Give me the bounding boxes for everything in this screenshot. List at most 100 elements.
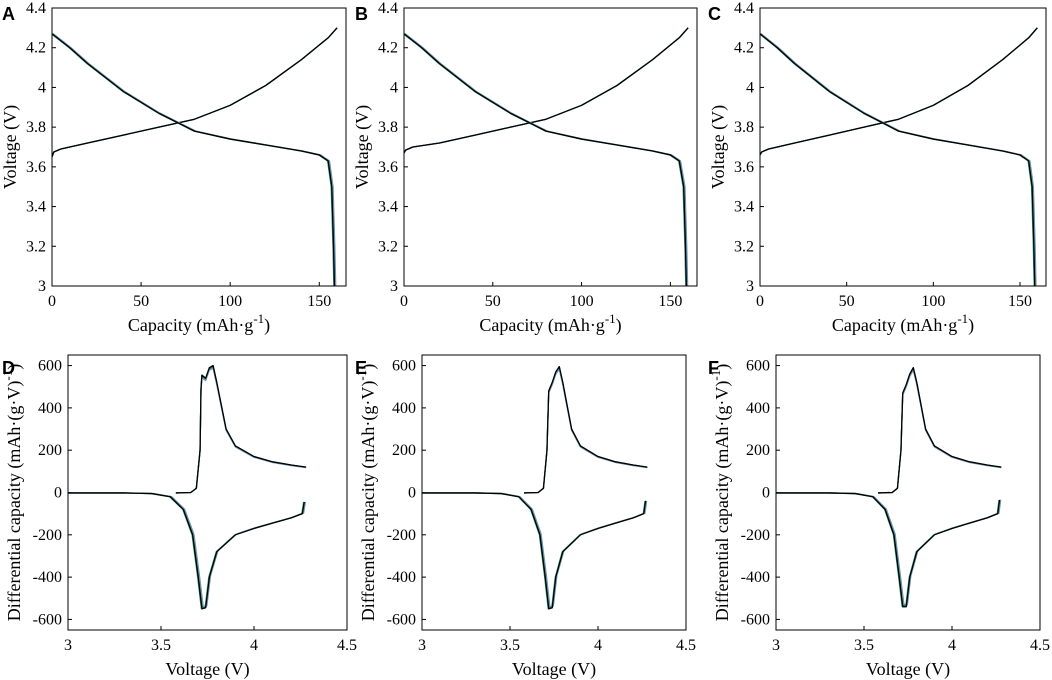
series-charge-replicate xyxy=(878,369,1002,494)
y-tick-label: -200 xyxy=(33,527,62,544)
panel-letter: D xyxy=(2,358,15,378)
x-tick-label: 100 xyxy=(921,293,945,310)
y-axis-label: Voltage (V) xyxy=(708,105,729,189)
y-tick-label: 600 xyxy=(392,358,416,375)
series-discharge xyxy=(422,492,647,610)
series-discharge-replicate xyxy=(52,33,335,286)
y-tick-label: 600 xyxy=(746,358,770,375)
series-discharge-replicate xyxy=(52,33,337,286)
y-tick-label: 3.2 xyxy=(378,238,398,255)
series-charge xyxy=(52,27,338,158)
y-tick-label: 600 xyxy=(38,358,62,375)
plot-frame xyxy=(775,354,1041,631)
y-tick-label: 3.4 xyxy=(26,199,46,216)
series-discharge xyxy=(776,492,1001,608)
plot-frame xyxy=(67,354,348,631)
series-discharge-replicate xyxy=(68,492,306,609)
series-discharge-replicate xyxy=(760,33,1037,286)
x-tick-label: 3.5 xyxy=(151,637,171,654)
series-charge-replicate xyxy=(52,27,338,158)
x-tick-label: 150 xyxy=(658,293,682,310)
x-axis-label: Voltage (V) xyxy=(512,659,596,680)
y-tick-label: 200 xyxy=(392,442,416,459)
plot-frame xyxy=(51,7,347,287)
x-tick-label: 4.5 xyxy=(337,637,357,654)
series-discharge-replicate xyxy=(423,492,648,608)
series-discharge-replicate xyxy=(404,33,689,286)
panel-letter: C xyxy=(708,4,721,24)
x-tick-label: 3.5 xyxy=(854,637,874,654)
series-charge-replicate xyxy=(52,27,338,158)
y-tick-label: 4 xyxy=(38,79,46,96)
series-charge-replicate xyxy=(404,27,689,154)
y-axis-label: Differential capacity (mAh·(g·V)-1) xyxy=(0,364,25,621)
series-discharge-replicate xyxy=(760,33,1037,286)
x-tick-label: 50 xyxy=(839,293,855,310)
panel-letter: B xyxy=(355,4,368,24)
x-tick-label: 150 xyxy=(307,293,331,310)
panel-d: D 3 3.5 4 4.5 -600 -400 -200 0 200 400 600 Voltage (… xyxy=(0,354,357,680)
y-tick-label: 4 xyxy=(390,79,398,96)
plot-frame xyxy=(421,354,687,631)
series-charge-replicate xyxy=(52,27,338,158)
y-tick-label: 3.6 xyxy=(26,159,46,176)
series-discharge xyxy=(404,33,687,286)
y-tick-label: 400 xyxy=(392,400,416,417)
y-tick-label: 0 xyxy=(762,485,770,502)
y-tick-label: 3 xyxy=(390,278,398,295)
x-tick-label: 0 xyxy=(48,293,56,310)
series-charge-replicate xyxy=(524,367,648,494)
y-tick-label: 4.4 xyxy=(734,0,754,17)
series-discharge-replicate xyxy=(777,492,1002,606)
series-discharge-replicate xyxy=(404,33,688,286)
panel-c: C 0 50 100 150 3 3.2 3.4 3.6 3.8 4 4.2 4.4 Capacity (… xyxy=(708,0,1047,336)
y-tick-label: 3.2 xyxy=(26,238,46,255)
x-axis-label: Capacity (mAh·g-1) xyxy=(479,311,621,336)
y-tick-label: 3 xyxy=(38,278,46,295)
y-tick-label: 4.2 xyxy=(26,40,46,57)
y-tick-label: 0 xyxy=(408,485,416,502)
y-tick-label: 4.4 xyxy=(26,0,46,17)
y-tick-label: 3.6 xyxy=(378,159,398,176)
series-charge xyxy=(878,367,1002,494)
y-tick-label: -600 xyxy=(33,611,62,628)
series-charge xyxy=(404,27,689,154)
y-tick-label: 3.8 xyxy=(378,119,398,136)
series-discharge xyxy=(760,33,1036,286)
y-tick-label: 200 xyxy=(746,442,770,459)
y-axis-label: Differential capacity (mAh·(g·V)-1) xyxy=(708,364,733,621)
x-tick-label: 3.5 xyxy=(500,637,520,654)
series-discharge-replicate xyxy=(760,33,1035,286)
x-tick-label: 4.5 xyxy=(1030,637,1050,654)
series-charge xyxy=(524,365,648,494)
y-tick-label: 0 xyxy=(54,485,62,502)
panel-letter: F xyxy=(708,358,719,378)
y-tick-label: 4.2 xyxy=(378,40,398,57)
x-tick-label: 0 xyxy=(756,293,764,310)
panel-f: F 3 3.5 4 4.5 -600 -400 -200 0 200 400 600 Voltage (… xyxy=(708,354,1050,680)
x-axis-label: Voltage (V) xyxy=(165,659,249,680)
x-tick-label: 50 xyxy=(133,293,149,310)
y-tick-label: 3.6 xyxy=(734,159,754,176)
x-tick-label: 4 xyxy=(594,637,602,654)
y-tick-label: -600 xyxy=(741,611,770,628)
y-tick-label: 3.4 xyxy=(734,199,754,216)
series-discharge-replicate xyxy=(776,492,1001,607)
x-tick-label: 100 xyxy=(570,293,594,310)
x-tick-label: 3 xyxy=(418,637,426,654)
series-charge-replicate xyxy=(524,368,648,494)
series-charge-replicate xyxy=(175,364,307,494)
series-discharge-replicate xyxy=(52,33,336,286)
x-axis-label: Capacity (mAh·g-1) xyxy=(128,311,270,336)
y-tick-label: 4 xyxy=(746,79,754,96)
panel-letter: E xyxy=(355,358,367,378)
series-charge-replicate xyxy=(524,365,648,494)
x-tick-label: 4.5 xyxy=(676,637,696,654)
panel-b: B 0 50 100 150 3 3.2 3.4 3.6 3.8 4 4.2 4.4 Capacity (… xyxy=(352,0,698,336)
y-axis-label: Differential capacity (mAh·(g·V)-1) xyxy=(354,364,379,621)
series-charge-replicate xyxy=(175,366,307,494)
series-charge-replicate xyxy=(404,27,689,154)
series-charge-replicate xyxy=(404,27,689,154)
x-tick-label: 150 xyxy=(1008,293,1032,310)
